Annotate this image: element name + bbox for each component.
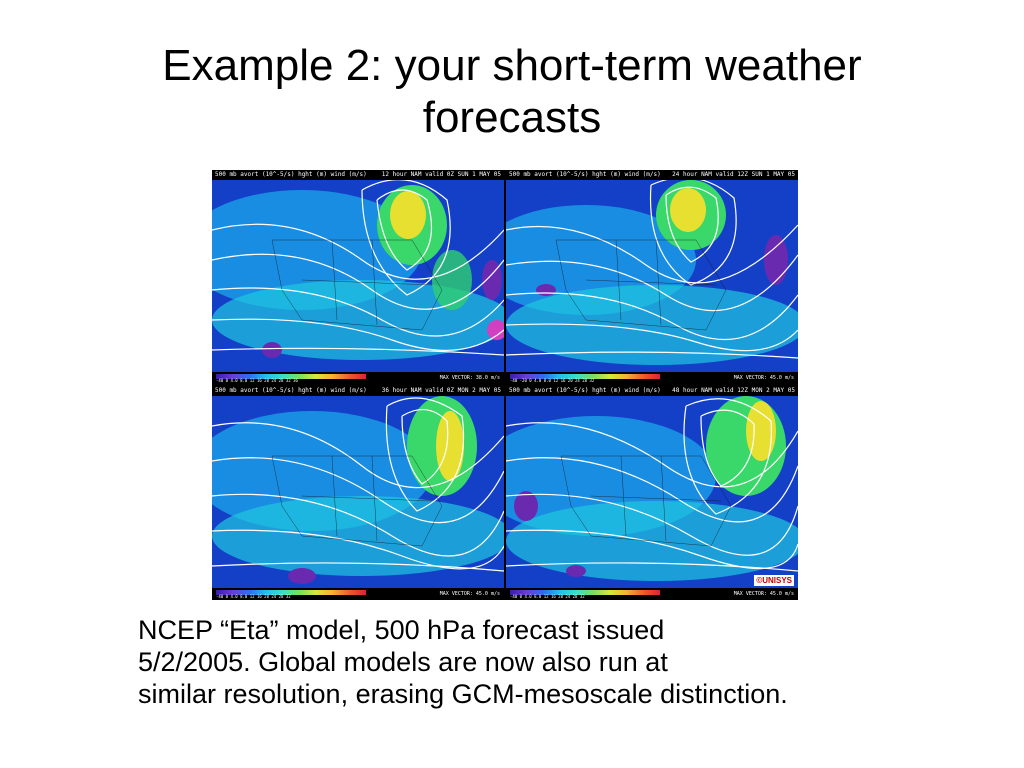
panel-header: 500 mb avort (10^-5/s) hght (m) wind (m/… bbox=[212, 170, 504, 180]
panel-header: 500 mb avort (10^-5/s) hght (m) wind (m/… bbox=[506, 170, 798, 180]
vorticity-map-image bbox=[506, 396, 798, 588]
caption-line-3: similar resolution, erasing GCM-mesoscal… bbox=[138, 679, 788, 709]
unisys-logo: ©UNISYS bbox=[754, 575, 794, 586]
color-scale-bar bbox=[510, 590, 660, 595]
panel-field-label: 500 mb avort (10^-5/s) hght (m) wind (m/… bbox=[215, 171, 367, 178]
color-scale-bar bbox=[216, 374, 366, 379]
panel-field-label: 500 mb avort (10^-5/s) hght (m) wind (m/… bbox=[509, 171, 661, 178]
panel-header: 500 mb avort (10^-5/s) hght (m) wind (m/… bbox=[506, 386, 798, 396]
panel-header: 500 mb avort (10^-5/s) hght (m) wind (m/… bbox=[212, 386, 504, 396]
forecast-map-grid: 500 mb avort (10^-5/s) hght (m) wind (m/… bbox=[212, 170, 798, 600]
vorticity-map-image bbox=[212, 179, 504, 372]
vorticity-map-image bbox=[506, 176, 798, 372]
panel-valid-time: 48 hour NAM valid 12Z MON 2 MAY 05 bbox=[672, 387, 795, 394]
panel-valid-time: 12 hour NAM valid 0Z SUN 1 MAY 05 bbox=[381, 171, 501, 178]
caption-line-2: 5/2/2005. Global models are now also run… bbox=[138, 647, 668, 677]
panel-valid-time: 24 hour NAM valid 12Z SUN 1 MAY 05 bbox=[672, 171, 795, 178]
forecast-panel-24h: 500 mb avort (10^-5/s) hght (m) wind (m/… bbox=[506, 170, 798, 384]
color-scale-bar bbox=[216, 590, 366, 595]
panel-valid-time: 36 hour NAM valid 0Z MON 2 MAY 05 bbox=[381, 387, 501, 394]
color-scale-ticks: -40 0 4.0 8.0 12 16 20 24 28 32 bbox=[510, 594, 585, 599]
color-scale-ticks: -40 0 4.0 8.0 12 16 20 24 28 32 36 bbox=[216, 378, 298, 383]
max-vector-label: MAX VECTOR: 45.0 m/s bbox=[733, 375, 794, 381]
panel-footer: -40 -20 0 4.0 8.0 12 16 20 24 28 32 MAX … bbox=[506, 372, 798, 384]
slide-caption: NCEP “Eta” model, 500 hPa forecast issue… bbox=[138, 614, 998, 710]
color-scale-ticks: -40 -20 0 4.0 8.0 12 16 20 24 28 32 bbox=[510, 378, 595, 383]
max-vector-label: MAX VECTOR: 45.0 m/s bbox=[439, 591, 500, 597]
panel-footer: -40 0 4.0 8.0 12 16 20 24 28 32 MAX VECT… bbox=[506, 588, 798, 600]
max-vector-label: MAX VECTOR: 38.0 m/s bbox=[439, 375, 500, 381]
color-scale-ticks: -40 0 4.0 8.0 12 16 20 24 28 32 bbox=[216, 594, 291, 599]
panel-field-label: 500 mb avort (10^-5/s) hght (m) wind (m/… bbox=[509, 387, 661, 394]
max-vector-label: MAX VECTOR: 45.0 m/s bbox=[733, 591, 794, 597]
forecast-panel-36h: 500 mb avort (10^-5/s) hght (m) wind (m/… bbox=[212, 386, 504, 600]
caption-line-1: NCEP “Eta” model, 500 hPa forecast issue… bbox=[138, 615, 665, 645]
panel-footer: -40 0 4.0 8.0 12 16 20 24 28 32 MAX VECT… bbox=[212, 588, 504, 600]
panel-field-label: 500 mb avort (10^-5/s) hght (m) wind (m/… bbox=[215, 387, 367, 394]
forecast-panel-48h: ©UNISYS 500 mb avort (10^-5/s) hght (m) … bbox=[506, 386, 798, 600]
title-line-2: forecasts bbox=[422, 93, 602, 142]
panel-footer: -40 0 4.0 8.0 12 16 20 24 28 32 36 MAX V… bbox=[212, 372, 504, 384]
vorticity-map-image bbox=[212, 396, 504, 588]
forecast-panel-12h: 500 mb avort (10^-5/s) hght (m) wind (m/… bbox=[212, 170, 504, 384]
slide-title: Example 2: your short-term weather forec… bbox=[62, 40, 962, 144]
title-line-1: Example 2: your short-term weather bbox=[162, 41, 862, 90]
color-scale-bar bbox=[510, 374, 660, 379]
